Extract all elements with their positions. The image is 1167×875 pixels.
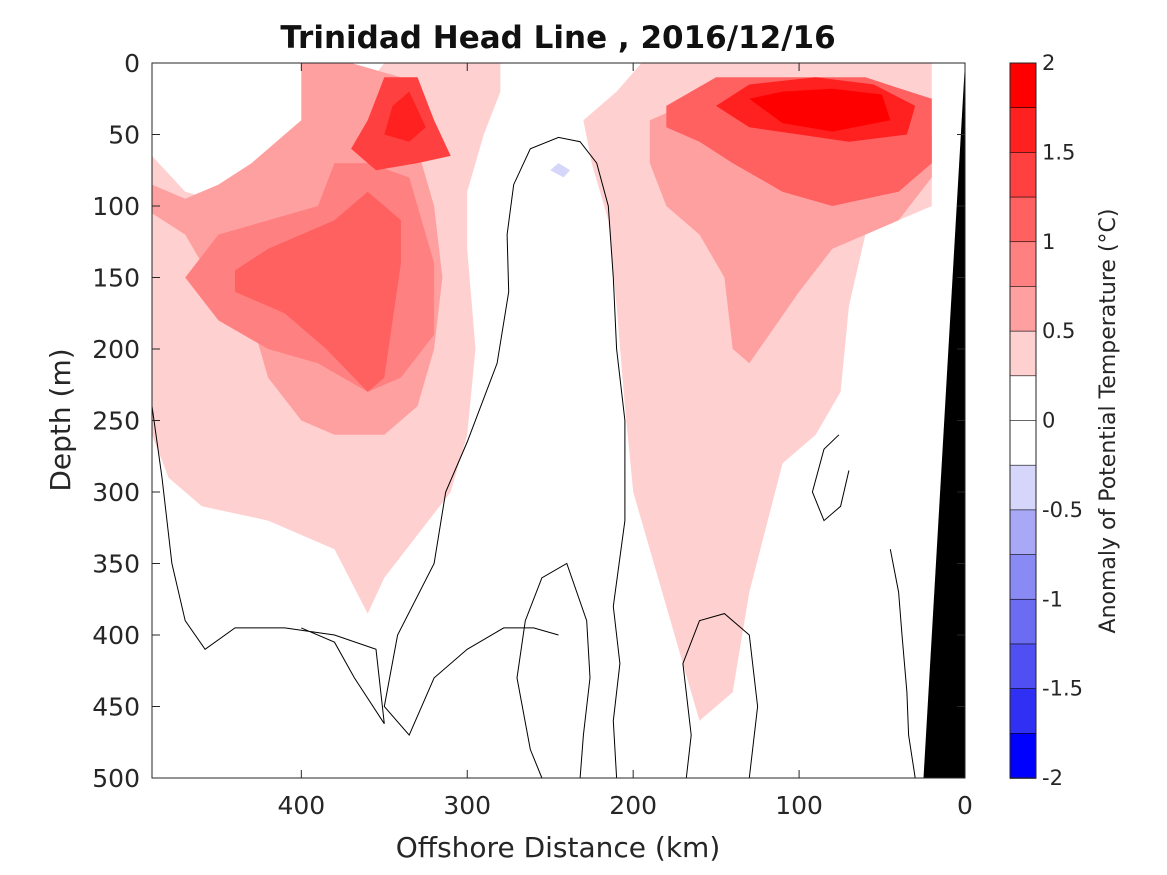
colorbar-tick-label: 0.5 xyxy=(1042,319,1075,343)
y-tick-label: 0 xyxy=(124,49,140,78)
colorbar: 2 1.5 1 0.5 0 -0.5 -1 -1.5 -2 xyxy=(1009,51,1083,790)
colorbar-tick-label: -0.5 xyxy=(1042,498,1083,522)
colorbar-swatch xyxy=(1009,643,1037,690)
y-tick-label: 350 xyxy=(92,550,140,579)
colorbar-frame xyxy=(1009,62,1037,779)
colorbar-swatch xyxy=(1009,598,1037,645)
colorbar-swatch xyxy=(1009,196,1037,243)
colorbar-tick-label: 1 xyxy=(1042,230,1055,254)
colorbar-tick-label: 1.5 xyxy=(1042,140,1075,164)
colorbar-swatch xyxy=(1009,420,1037,466)
colorbar-tick-label: -1.5 xyxy=(1042,677,1083,701)
y-axis-label: Depth (m) xyxy=(44,348,77,491)
y-tick-label: 450 xyxy=(92,693,140,722)
x-tick-label: 0 xyxy=(957,791,973,820)
y-tick-label: 400 xyxy=(92,621,140,650)
colorbar-swatch xyxy=(1009,688,1037,735)
colorbar-swatch xyxy=(1009,62,1037,109)
plot-area xyxy=(151,62,966,779)
y-tick-label: 300 xyxy=(92,478,140,507)
x-tick-label: 100 xyxy=(775,791,823,820)
colorbar-swatch xyxy=(1009,241,1037,288)
y-tick-label: 100 xyxy=(92,192,140,221)
colorbar-swatch xyxy=(1009,107,1037,154)
colorbar-swatch xyxy=(1009,509,1037,556)
colorbar-tick-label: 2 xyxy=(1042,51,1055,75)
x-tick-label: 300 xyxy=(443,791,491,820)
x-tick-label: 400 xyxy=(277,791,325,820)
x-axis-label: Offshore Distance (km) xyxy=(396,831,721,864)
colorbar-label: Anomaly of Potential Temperature (°C) xyxy=(1096,209,1121,634)
zero-contour-line xyxy=(151,406,385,724)
anomaly-region-offshore-warm-core xyxy=(235,191,401,392)
land-mask xyxy=(923,63,965,778)
colorbar-tick-label: 0 xyxy=(1042,409,1055,433)
colorbar-tick-label: -2 xyxy=(1042,766,1063,790)
colorbar-swatch xyxy=(1009,152,1037,198)
colorbar-swatch xyxy=(1009,733,1037,779)
y-axis: 0 50 100 150 200 250 300 350 400 450 500 xyxy=(92,49,965,793)
y-tick-label: 50 xyxy=(108,121,140,150)
anomaly-region-nearshore-warm-core xyxy=(749,88,891,132)
anomaly-regions xyxy=(152,63,932,721)
x-tick-label: 200 xyxy=(609,791,657,820)
colorbar-swatch xyxy=(1009,464,1037,511)
anomaly-region-cold-lens xyxy=(550,163,571,178)
y-tick-label: 250 xyxy=(92,407,140,436)
zero-contour-line xyxy=(811,434,850,522)
anomaly-region-cold-lens xyxy=(533,177,584,249)
zero-contour-line xyxy=(889,549,916,779)
zero-contour-line xyxy=(682,613,759,779)
colorbar-swatch xyxy=(1009,330,1037,377)
y-tick-label: 500 xyxy=(92,764,140,793)
y-tick-label: 200 xyxy=(92,335,140,364)
colorbar-swatch xyxy=(1009,554,1037,601)
y-tick-label: 150 xyxy=(92,264,140,293)
colorbar-swatch xyxy=(1009,375,1037,422)
chart-title: Trinidad Head Line , 2016/12/16 xyxy=(280,20,835,56)
zero-contour-line xyxy=(383,136,626,779)
land-mask-shape xyxy=(923,63,965,778)
x-axis: 400 300 200 100 0 xyxy=(277,63,973,820)
zero-contours xyxy=(151,136,916,779)
colorbar-tick-label: -1 xyxy=(1042,587,1063,611)
colorbar-swatch xyxy=(1009,286,1037,332)
anomaly-region-offshore-warm-core xyxy=(384,91,426,142)
zero-contour-line xyxy=(516,562,591,779)
